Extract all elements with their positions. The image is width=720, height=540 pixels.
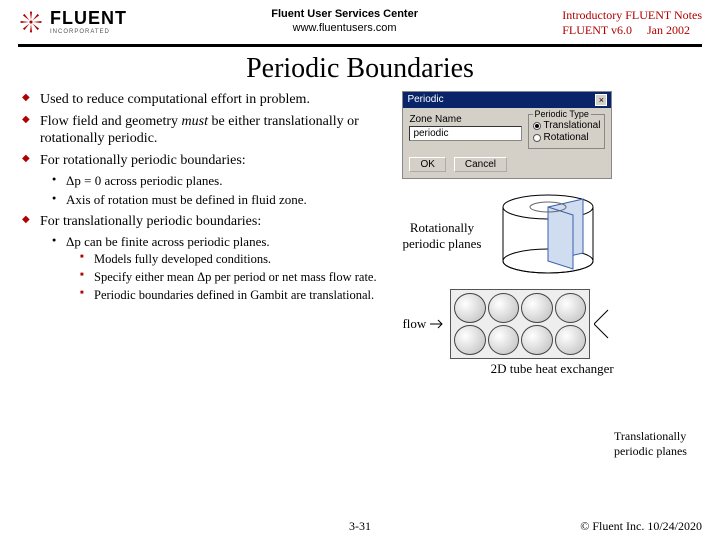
page-number: 3-31 [349, 519, 371, 534]
slide-header: FLUENT INCORPORATED Fluent User Services… [0, 0, 720, 42]
zone-name-label: Zone Name [409, 114, 521, 125]
radio-icon [533, 134, 541, 142]
bullet-3: For rotationally periodic boundaries: Δp… [18, 152, 392, 209]
ok-button[interactable]: OK [409, 157, 445, 172]
header-center-title: Fluent User Services Center [271, 8, 418, 20]
dialog-title-text: Periodic [407, 94, 443, 106]
version-text: FLUENT v6.0 [562, 23, 632, 37]
cylinder-icon [488, 189, 608, 279]
header-center: Fluent User Services Center www.fluentus… [271, 8, 418, 34]
course-title: Introductory FLUENT Notes [562, 8, 702, 23]
cancel-button[interactable]: Cancel [454, 157, 507, 172]
bullet-content: Used to reduce computational effort in p… [18, 91, 392, 377]
logo-subtext: INCORPORATED [50, 29, 127, 35]
page-title: Periodic Boundaries [0, 53, 720, 85]
periodic-type-group: Periodic Type Translational Rotational [528, 114, 606, 149]
bullet-2: Flow field and geometry must be either t… [18, 113, 392, 148]
dialog-titlebar: Periodic × [403, 92, 611, 108]
logo-area: FLUENT INCORPORATED [18, 8, 127, 35]
logo-text: FLUENT [50, 8, 127, 29]
rotational-planes-label: Rotationally periodic planes [402, 220, 481, 252]
zone-name-input[interactable]: periodic [409, 126, 521, 141]
slide-footer: 3-31 © Fluent Inc. 10/24/2020 [0, 519, 720, 534]
flow-label: flow [402, 316, 426, 332]
close-icon[interactable]: × [595, 94, 607, 106]
bullet-4-1: Δp can be finite across periodic planes.… [48, 234, 392, 303]
bullet-4-1-b: Specify either mean Δp per period or net… [78, 270, 392, 286]
figures-area: Periodic × Zone Name periodic Periodic T… [402, 91, 702, 377]
periodic-type-label: Periodic Type [533, 109, 591, 119]
copyright-text: © Fluent Inc. 10/24/2020 [580, 519, 702, 534]
bullet-3-1: Δp = 0 across periodic planes. [48, 173, 392, 189]
bullet-4-1-c: Periodic boundaries defined in Gambit ar… [78, 288, 392, 304]
bullet-4: For translationally periodic boundaries:… [18, 213, 392, 304]
header-url: www.fluentusers.com [271, 22, 418, 34]
translational-planes-label: Translationally periodic planes [614, 429, 704, 459]
header-right: Introductory FLUENT Notes FLUENT v6.0 Ja… [562, 8, 702, 38]
version-date: Jan 2002 [647, 23, 690, 37]
header-rule [18, 44, 702, 47]
tube-bank-icon [450, 289, 590, 359]
radio-translational[interactable]: Translational [533, 120, 601, 131]
arrow-right-icon [430, 318, 446, 330]
callout-arrow-icon [594, 304, 612, 344]
tube-caption: 2D tube heat exchanger [402, 361, 702, 377]
fluent-logo-icon [18, 9, 44, 35]
bullet-1: Used to reduce computational effort in p… [18, 91, 392, 109]
bullet-3-2: Axis of rotation must be defined in flui… [48, 192, 392, 208]
bullet-4-1-a: Models fully developed conditions. [78, 252, 392, 268]
periodic-dialog: Periodic × Zone Name periodic Periodic T… [402, 91, 612, 179]
radio-icon [533, 122, 541, 130]
radio-rotational[interactable]: Rotational [533, 132, 601, 143]
